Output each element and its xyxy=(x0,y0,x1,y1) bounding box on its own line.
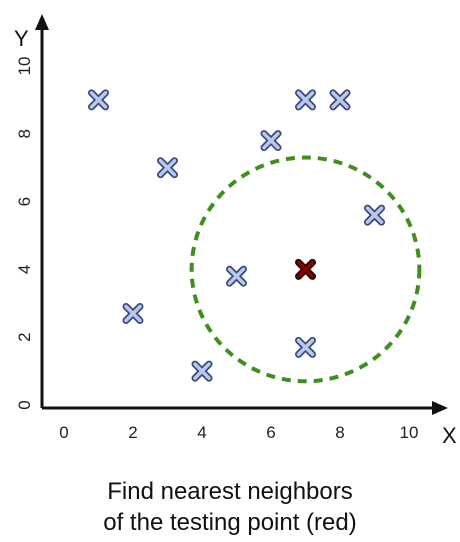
training-point-marker xyxy=(364,204,385,226)
training-point-marker xyxy=(191,360,213,382)
y-tick-label: 4 xyxy=(15,265,34,274)
x-tick-label: 8 xyxy=(335,423,344,442)
y-axis-label: Y xyxy=(14,26,29,51)
scatter-chart: X Y 0 2 4 6 8 10 0 2 4 6 8 10 xyxy=(14,14,457,448)
y-tick-label: 8 xyxy=(15,129,34,138)
x-tick-label: 10 xyxy=(400,423,419,442)
x-tick-label: 6 xyxy=(266,423,275,442)
caption-line-2: of the testing point (red) xyxy=(103,509,357,536)
y-tick-label: 10 xyxy=(15,57,34,76)
training-point-marker xyxy=(329,89,351,111)
x-axis-label: X xyxy=(442,423,457,448)
y-tick-label: 0 xyxy=(15,400,34,409)
y-tick-label: 6 xyxy=(15,197,34,206)
y-tick-label: 2 xyxy=(15,332,34,341)
training-point-marker xyxy=(157,157,178,179)
x-tick-labels: 0 2 4 6 8 10 xyxy=(59,423,418,442)
training-point-marker xyxy=(295,89,316,111)
training-point-marker xyxy=(226,265,247,287)
data-points xyxy=(88,89,385,382)
y-tick-labels: 0 2 4 6 8 10 xyxy=(15,57,34,410)
x-tick-label: 0 xyxy=(59,423,68,442)
training-point-marker xyxy=(122,302,144,324)
annotation-layer xyxy=(189,155,422,384)
training-point-marker xyxy=(88,89,109,111)
x-tick-label: 2 xyxy=(128,423,137,442)
axes: X Y xyxy=(14,14,457,448)
y-axis-arrow-icon xyxy=(35,14,49,30)
neighborhood-circle xyxy=(189,155,422,384)
x-tick-label: 4 xyxy=(197,423,206,442)
training-point-marker xyxy=(295,336,316,358)
training-point-marker xyxy=(260,130,282,152)
caption-line-1: Find nearest neighbors xyxy=(107,478,353,505)
x-axis-arrow-icon xyxy=(432,401,448,415)
testing-point-marker xyxy=(295,258,316,280)
